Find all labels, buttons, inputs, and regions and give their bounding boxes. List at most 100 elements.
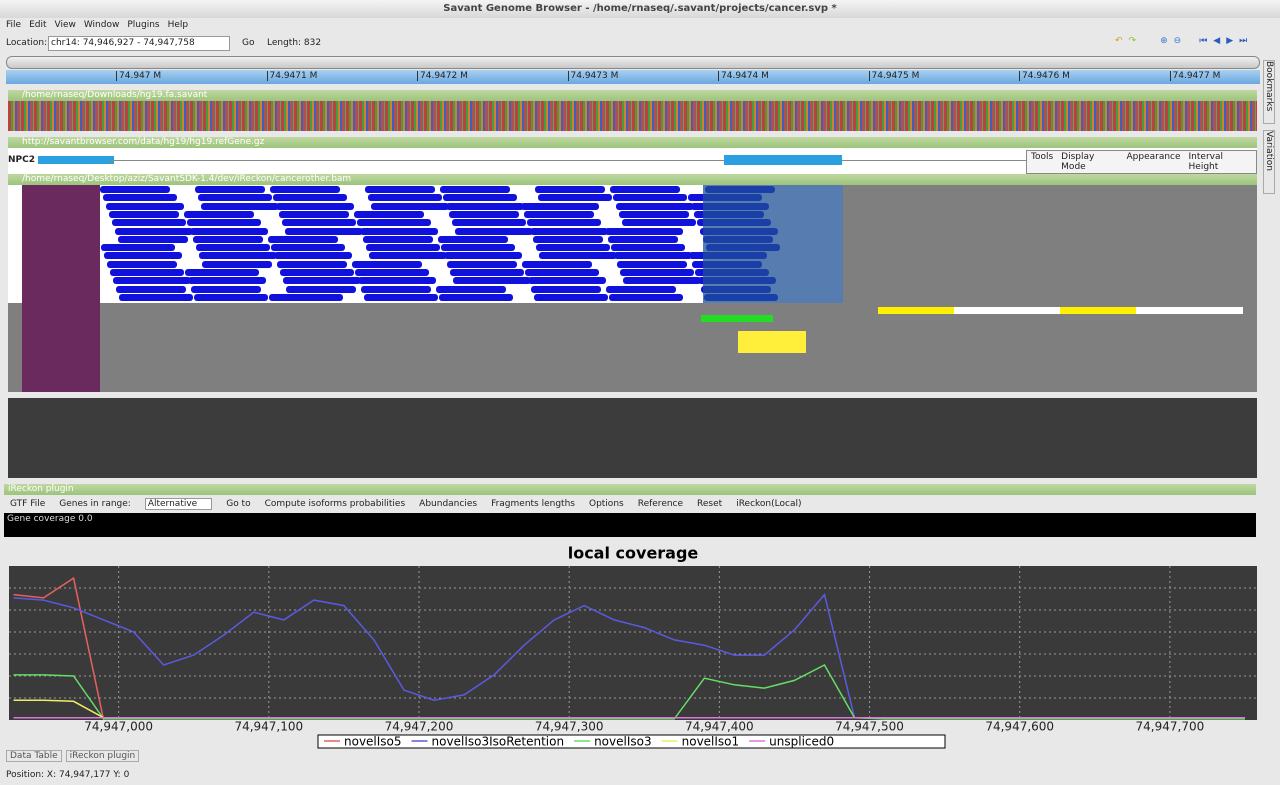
read <box>444 252 522 260</box>
read <box>609 293 683 301</box>
read <box>269 293 343 301</box>
read <box>115 227 193 235</box>
ruler-label: 74.9477 M <box>1169 71 1220 81</box>
read <box>201 202 279 210</box>
read <box>109 210 179 218</box>
intron <box>108 160 1028 161</box>
plugin-tool[interactable]: iReckon(Local) <box>736 499 802 509</box>
x-tick-label: 74,947,100 <box>234 720 303 734</box>
plugin-tool: Genes in range: <box>59 499 131 509</box>
side-tab[interactable]: Bookmarks <box>1263 60 1275 124</box>
read <box>360 227 438 235</box>
track-title: http://savantbrowser.com/data/hg19/hg19.… <box>8 137 1257 148</box>
ruler-label: 74.947 M <box>116 71 161 81</box>
chart-title: local coverage <box>568 544 699 563</box>
bottom-tabs: Data Table iReckon plugin <box>6 750 140 762</box>
read <box>622 219 696 227</box>
read <box>202 260 272 268</box>
read-yellow <box>738 331 806 353</box>
plugin-tool[interactable]: Go to <box>226 499 251 509</box>
menu-item[interactable]: Plugins <box>127 20 160 30</box>
track-menu-item[interactable]: Interval Height <box>1188 152 1223 172</box>
read <box>619 210 689 218</box>
next[interactable]: ▶ <box>1226 36 1234 46</box>
read <box>110 269 184 276</box>
track-menu-item[interactable]: Tools <box>1031 152 1054 162</box>
empty-panel <box>8 398 1257 478</box>
prev[interactable]: ◀ <box>1213 36 1221 46</box>
location-input[interactable]: chr14: 74,946,927 - 74,947,758 <box>48 36 230 51</box>
read <box>116 285 186 293</box>
read <box>369 252 447 260</box>
read <box>436 285 506 293</box>
ruler-label: 74.9473 M <box>567 71 618 81</box>
plugin-tool[interactable]: Compute isoforms probabilities <box>264 499 406 509</box>
bottom-tab[interactable]: iReckon plugin <box>65 750 140 762</box>
plugin-title: iReckon plugin <box>4 484 1256 495</box>
redo[interactable]: ↷ <box>1128 36 1137 46</box>
read <box>271 244 345 252</box>
side-tab[interactable]: Variation <box>1263 130 1275 194</box>
undo[interactable]: ↶ <box>1115 36 1123 46</box>
last[interactable]: ⏭ <box>1239 36 1248 46</box>
legend-label: novelIso3 <box>594 735 652 749</box>
read <box>366 244 440 252</box>
read <box>616 202 694 210</box>
read <box>361 285 431 293</box>
read <box>185 269 259 276</box>
read <box>268 235 338 243</box>
read <box>195 186 265 193</box>
read <box>280 269 354 276</box>
read <box>441 244 515 252</box>
menu-item[interactable]: Window <box>83 20 120 30</box>
read <box>536 244 610 252</box>
read <box>187 219 261 227</box>
plugin-tool[interactable]: Fragments lengths <box>491 499 575 509</box>
plugin-tool[interactable]: Reference <box>637 499 684 509</box>
track-menu: Tools Display Mode Appearance Interval Heig… <box>1026 150 1257 174</box>
read <box>443 194 517 202</box>
read <box>446 202 524 210</box>
read <box>113 277 191 285</box>
read <box>539 252 617 260</box>
range-slider[interactable] <box>6 56 1260 69</box>
read <box>538 194 612 202</box>
menu-item[interactable]: Edit <box>29 20 47 30</box>
read <box>531 285 601 293</box>
plugin-tool[interactable]: Abundancies <box>419 499 478 509</box>
plugin-tool[interactable]: Alternative <box>144 498 213 510</box>
plugin-tool[interactable]: Options <box>588 499 624 509</box>
plugin-tool[interactable]: GTF File <box>10 499 46 509</box>
read <box>610 186 680 193</box>
track-menu-item[interactable]: Display Mode <box>1061 152 1095 172</box>
read <box>620 269 694 276</box>
menu-item[interactable]: File <box>6 20 22 30</box>
plugin-tool[interactable]: Reset <box>697 499 723 509</box>
sequence <box>8 101 1257 131</box>
read <box>103 194 177 202</box>
read <box>112 219 186 227</box>
read <box>286 285 356 293</box>
first[interactable]: ⏮ <box>1199 36 1208 46</box>
menu-item[interactable]: View <box>54 20 76 30</box>
read <box>354 210 424 218</box>
bottom-tab[interactable]: Data Table <box>6 750 62 762</box>
read <box>371 202 449 210</box>
track-menu-item[interactable]: Appearance <box>1126 152 1181 162</box>
go-button[interactable]: Go <box>242 38 255 48</box>
menu-item[interactable]: Help <box>167 20 189 30</box>
read <box>188 277 266 285</box>
read <box>285 227 363 235</box>
ruler: 74.947 M 74.9471 M 74.9472 M 74.9473 M 74.94… <box>6 70 1260 84</box>
zoom-out[interactable]: ⊖ <box>1173 36 1182 46</box>
read <box>605 227 683 235</box>
legend-label: novelIso5 <box>344 735 402 749</box>
read <box>521 202 599 210</box>
x-tick-label: 74,947,200 <box>385 720 454 734</box>
zoom-in[interactable]: ⊕ <box>1160 36 1168 46</box>
legend-label: unspliced0 <box>769 735 834 749</box>
read <box>535 186 605 193</box>
read <box>527 219 601 227</box>
track-title: /home/rnaseq/Downloads/hg19.fa.savant <box>8 90 1257 101</box>
read <box>118 235 188 243</box>
